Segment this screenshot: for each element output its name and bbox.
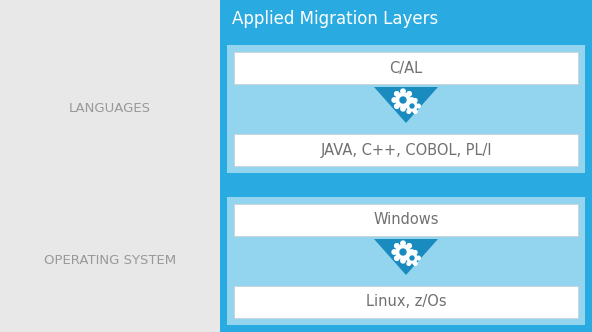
Circle shape	[410, 250, 414, 254]
Text: Linux, z/Os: Linux, z/Os	[366, 294, 446, 309]
Circle shape	[407, 110, 411, 113]
Circle shape	[396, 245, 410, 259]
Text: Windows: Windows	[373, 212, 439, 227]
Bar	[234, 204, 578, 236]
Polygon shape	[374, 239, 438, 275]
Polygon shape	[374, 87, 438, 123]
Circle shape	[400, 97, 406, 103]
Bar	[220, 180, 592, 190]
Bar	[234, 134, 578, 166]
Bar	[220, 0, 592, 38]
Bar	[227, 45, 585, 173]
Bar	[220, 0, 592, 332]
Circle shape	[396, 93, 410, 107]
Circle shape	[404, 256, 407, 260]
Circle shape	[407, 251, 411, 254]
Circle shape	[395, 92, 399, 96]
Circle shape	[407, 256, 411, 260]
Circle shape	[407, 99, 411, 102]
Circle shape	[395, 256, 399, 260]
Circle shape	[400, 249, 406, 255]
Circle shape	[407, 101, 417, 111]
Circle shape	[395, 244, 399, 248]
Circle shape	[401, 89, 405, 93]
Circle shape	[407, 104, 411, 108]
Circle shape	[392, 98, 397, 102]
Circle shape	[407, 262, 411, 265]
Circle shape	[401, 241, 405, 245]
Circle shape	[417, 256, 420, 260]
Circle shape	[392, 250, 397, 254]
Circle shape	[401, 107, 405, 111]
Circle shape	[413, 251, 417, 254]
Text: C/AL: C/AL	[390, 60, 423, 75]
Circle shape	[395, 104, 399, 108]
Circle shape	[407, 92, 411, 96]
Circle shape	[407, 253, 417, 263]
Circle shape	[410, 98, 414, 102]
Circle shape	[401, 259, 405, 263]
Bar	[234, 286, 578, 318]
Circle shape	[404, 104, 407, 108]
Bar	[234, 52, 578, 84]
Text: LANGUAGES: LANGUAGES	[69, 103, 151, 116]
Circle shape	[413, 262, 417, 265]
Text: Applied Migration Layers: Applied Migration Layers	[232, 10, 438, 28]
Circle shape	[407, 244, 411, 248]
Circle shape	[410, 256, 414, 260]
Circle shape	[410, 104, 414, 108]
Text: JAVA, C++, COBOL, PL/I: JAVA, C++, COBOL, PL/I	[320, 142, 492, 157]
Circle shape	[417, 104, 420, 108]
Bar	[220, 325, 592, 332]
Text: OPERATING SYSTEM: OPERATING SYSTEM	[44, 255, 176, 268]
Circle shape	[413, 99, 417, 102]
Circle shape	[413, 110, 417, 113]
Bar	[227, 197, 585, 325]
